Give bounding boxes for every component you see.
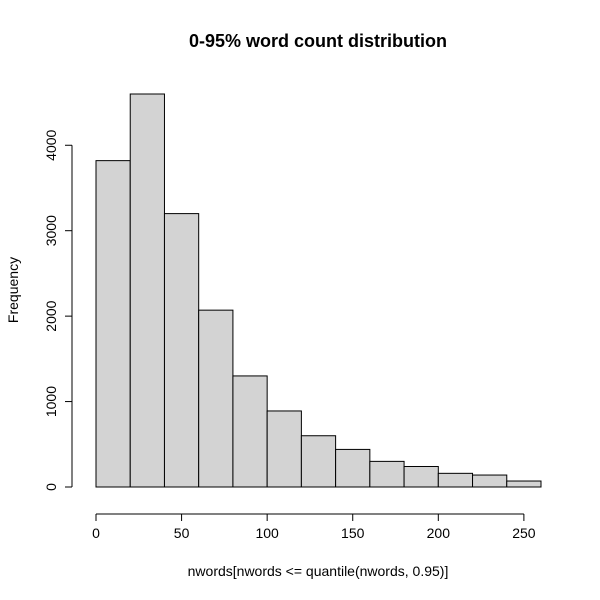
x-tick-label-200: 200	[427, 525, 451, 541]
histogram-bar-100-120	[266, 410, 302, 488]
histogram-bar-180-200	[403, 465, 439, 488]
histogram-bar-60-80	[198, 309, 234, 488]
histogram-bar-200-220	[437, 472, 474, 488]
y-tick-label-1000: 1000	[43, 386, 59, 417]
histogram-bars	[95, 93, 542, 488]
x-tick-label-250: 250	[512, 525, 536, 541]
histogram-bar-20-40	[129, 93, 165, 488]
x-tick-label-100: 100	[255, 525, 279, 541]
x-tick-label-150: 150	[341, 525, 365, 541]
histogram-bar-40-60	[163, 213, 200, 488]
histogram-bar-240-260	[506, 480, 542, 488]
histogram-bar-120-140	[300, 435, 337, 488]
histogram-bar-0-20	[95, 160, 131, 488]
histogram-bar-160-180	[369, 460, 405, 488]
y-tick-label-2000: 2000	[43, 300, 59, 331]
x-tick-label-50: 50	[174, 525, 190, 541]
x-axis-label: nwords[nwords <= quantile(nwords, 0.95)]	[188, 563, 449, 579]
histogram-bar-80-100	[232, 375, 268, 488]
histogram-bar-220-240	[472, 474, 508, 488]
y-tick-label-3000: 3000	[43, 215, 59, 246]
y-tick-label-0: 0	[43, 483, 59, 491]
x-axis: 0 50 100 150 200 250	[92, 513, 536, 541]
y-axis-label: Frequency	[5, 257, 21, 323]
y-tick-label-4000: 4000	[43, 129, 59, 160]
histogram-bar-140-160	[335, 448, 371, 488]
x-tick-label-0: 0	[92, 525, 100, 541]
y-axis: 0 1000 2000 3000 4000	[43, 129, 73, 491]
chart-title: 0-95% word count distribution	[189, 31, 447, 51]
